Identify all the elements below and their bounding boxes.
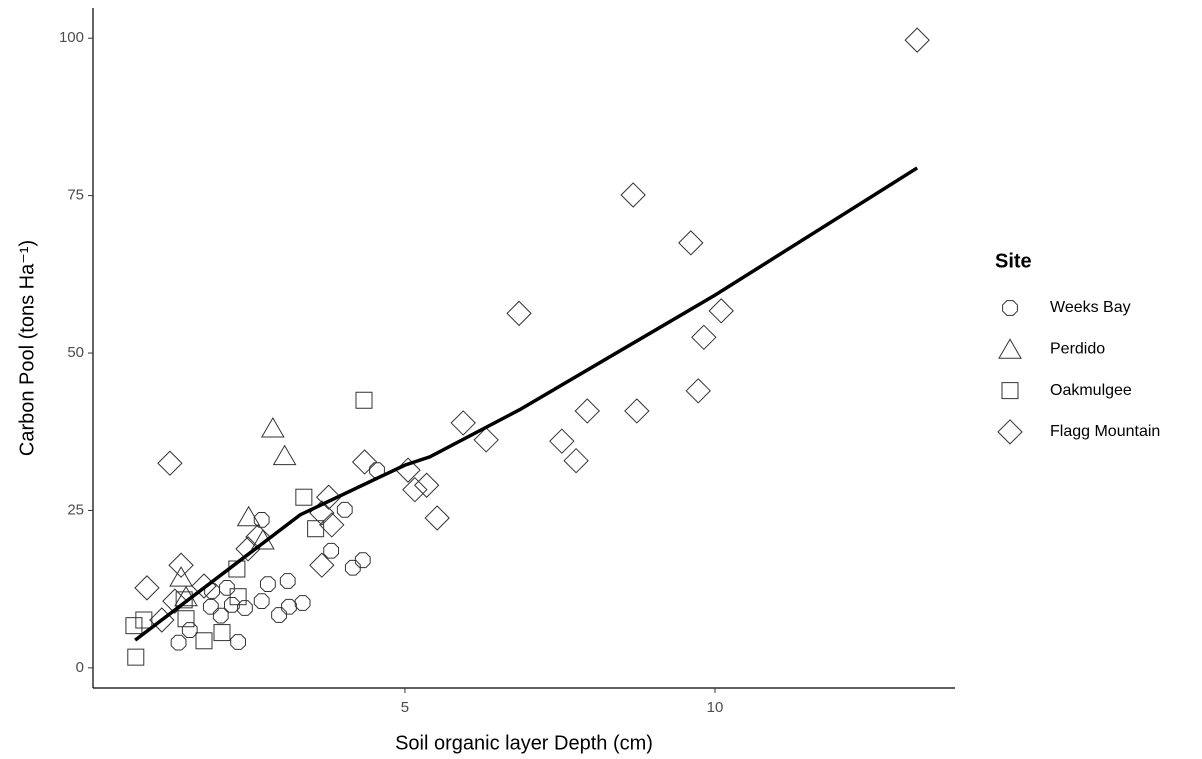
point [260, 416, 285, 438]
point [336, 501, 353, 518]
point [271, 607, 287, 623]
point [563, 447, 589, 474]
point [620, 182, 646, 208]
point [177, 610, 195, 628]
point [230, 634, 247, 650]
point [235, 536, 261, 562]
y-tick-label: 25 [67, 501, 84, 518]
point [281, 598, 297, 615]
point [236, 505, 261, 527]
point [169, 566, 193, 587]
point [344, 559, 361, 576]
point [170, 634, 187, 651]
y-tick-label: 100 [59, 29, 84, 46]
fit-line [134, 166, 919, 642]
legend-label: Flagg Mountain [1050, 423, 1160, 440]
point [424, 505, 450, 531]
point [224, 596, 240, 613]
point [413, 472, 440, 498]
point [294, 595, 311, 611]
legend-symbol [997, 419, 1023, 445]
point [295, 488, 313, 506]
point [691, 324, 717, 351]
point [157, 450, 183, 476]
y-tick-label: 75 [67, 187, 84, 204]
point [195, 632, 213, 650]
point [574, 398, 600, 424]
point [354, 552, 371, 569]
y-tick-label: 50 [67, 344, 84, 361]
point [212, 607, 229, 624]
y-axis-label: Carbon Pool (tons Ha⁻¹) [16, 240, 38, 456]
point [624, 398, 650, 424]
point [253, 593, 270, 610]
point [904, 27, 930, 53]
legend-symbol [1001, 382, 1019, 400]
point [351, 449, 378, 475]
point [135, 611, 153, 629]
x-axis-label: Soil organic layer Depth (cm) [395, 732, 653, 754]
point [272, 444, 297, 466]
point [229, 588, 247, 606]
legend-symbol [1002, 300, 1018, 316]
point [473, 427, 499, 453]
y-tick-label: 0 [76, 659, 84, 676]
point [134, 575, 160, 601]
point [168, 552, 194, 578]
point [315, 484, 342, 510]
point [175, 591, 193, 609]
point [125, 617, 143, 635]
point [506, 300, 532, 327]
point [219, 579, 235, 596]
point [127, 648, 145, 666]
legend-symbol [998, 338, 1022, 359]
point [259, 576, 276, 593]
point [213, 624, 231, 642]
point [162, 588, 188, 614]
point [402, 476, 428, 503]
point [323, 542, 340, 559]
point [309, 552, 335, 578]
x-tick-label: 10 [707, 699, 724, 716]
legend-label: Weeks Bay [1050, 299, 1131, 316]
legend-label: Perdido [1050, 341, 1105, 358]
legend-title: Site [995, 250, 1032, 272]
point [549, 428, 575, 454]
point [450, 410, 476, 436]
point [678, 230, 704, 256]
point [319, 512, 345, 538]
point [279, 573, 296, 589]
point [708, 298, 734, 324]
point [685, 378, 711, 404]
point [355, 391, 373, 409]
point [202, 598, 219, 615]
legend-label: Oakmulgee [1050, 382, 1132, 399]
x-tick-label: 5 [401, 699, 409, 716]
